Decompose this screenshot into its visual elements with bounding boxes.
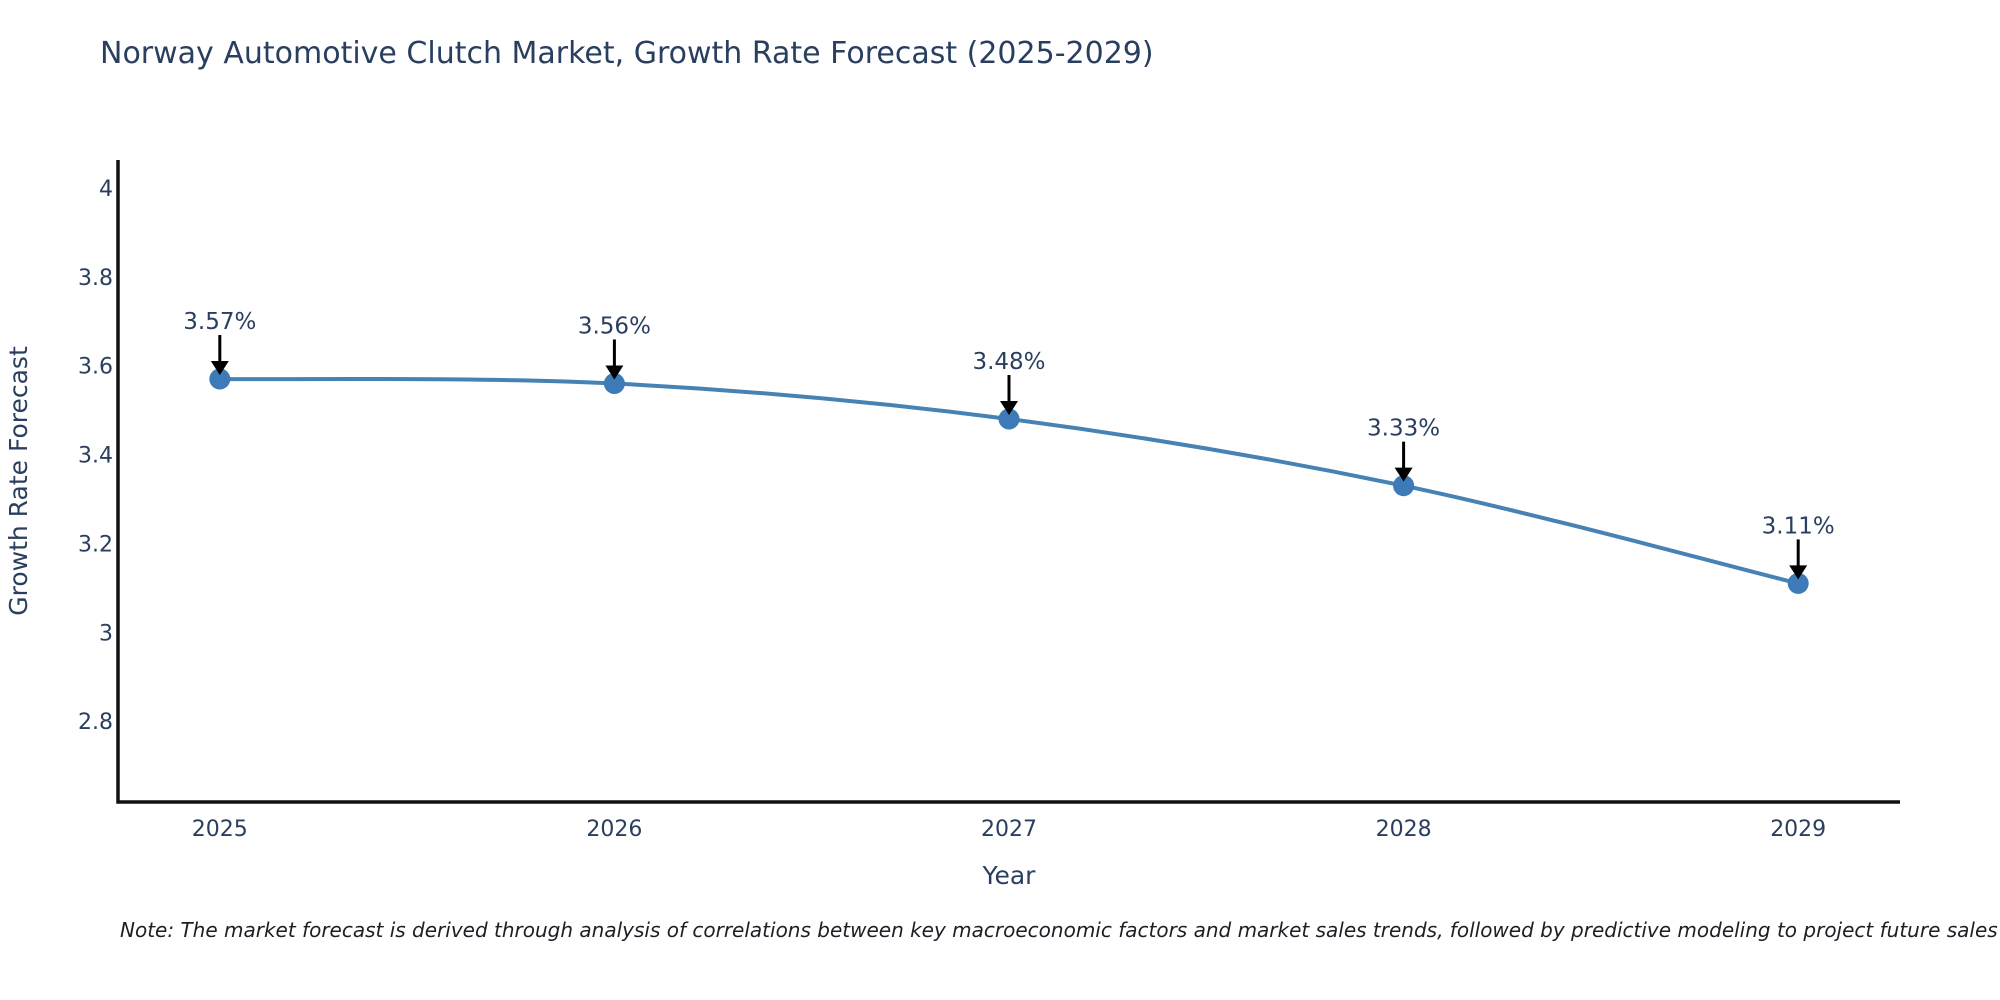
y-tick-label: 2.8	[78, 710, 113, 735]
annotation-label: 3.11%	[1762, 513, 1835, 539]
y-tick-label: 3.2	[78, 532, 113, 557]
data-point-2025[interactable]	[209, 368, 231, 390]
annotation-arrowhead	[605, 365, 624, 380]
data-point-2027[interactable]	[998, 408, 1020, 430]
x-tick-label: 2025	[192, 817, 248, 842]
data-point-2026[interactable]	[603, 373, 625, 394]
annotation-label: 3.57%	[183, 309, 256, 335]
footnote: Note: The market forecast is derived thr…	[120, 918, 1998, 942]
annotation-label: 3.56%	[578, 313, 651, 339]
annotation-arrowhead	[210, 361, 229, 376]
ticks-layer: 2.8 3 3.2 3.4 3.6 3.8 4 2025 2026 2027 2028 2029	[78, 177, 1826, 842]
y-tick-label: 3.6	[78, 355, 113, 380]
y-tick-label: 3.4	[78, 444, 113, 469]
axis-lines	[116, 160, 1900, 804]
annotation-layer: 3.57% 3.56% 3.48% 3.33% 3.11%	[183, 309, 1835, 580]
series-layer	[209, 368, 1809, 594]
y-tick-label: 3.8	[78, 266, 113, 291]
y-tick-label: 3	[99, 621, 113, 646]
x-tick-label: 2029	[1770, 817, 1826, 842]
x-tick-label: 2026	[586, 817, 642, 842]
axes-layer	[116, 160, 1900, 804]
annotation-label: 3.33%	[1367, 416, 1440, 442]
data-point-2028[interactable]	[1393, 475, 1415, 497]
annotation-arrowhead	[1394, 467, 1413, 482]
y-axis-title: Growth Rate Forecast	[4, 346, 33, 616]
annotation-label: 3.48%	[972, 349, 1045, 375]
x-tick-label: 2027	[981, 817, 1037, 842]
data-point-2029[interactable]	[1787, 572, 1809, 594]
chart-title: Norway Automotive Clutch Market, Growth …	[100, 36, 1154, 71]
y-tick-label: 4	[99, 177, 113, 202]
x-axis-title: Year	[982, 861, 1037, 890]
annotation-arrowhead	[1000, 401, 1018, 416]
annotation-arrowhead	[1789, 565, 1808, 580]
x-tick-label: 2028	[1376, 817, 1432, 842]
